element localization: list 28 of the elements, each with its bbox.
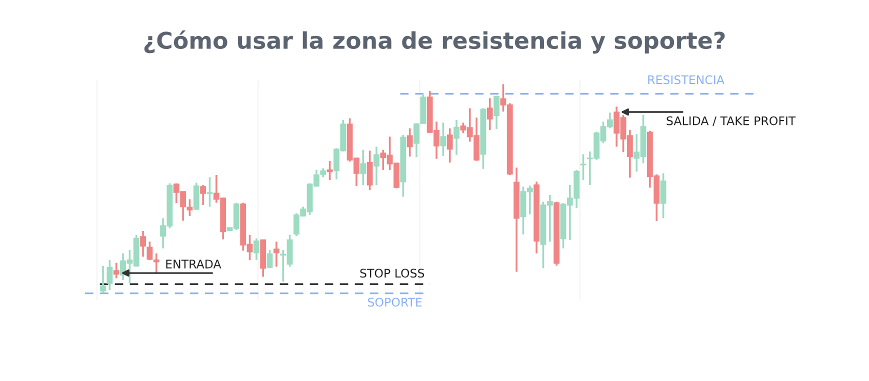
- candlestick: [454, 119, 460, 156]
- text: SALIDA / TAKE PROFIT: [666, 116, 796, 126]
- candlestick: [580, 153, 586, 181]
- candlestick: [106, 259, 113, 291]
- candlestick: [253, 237, 260, 261]
- candlestick: [140, 230, 146, 258]
- candlestick: [193, 182, 200, 211]
- chart-title: ¿Cómo usar la zona de resistencia y soporte?: [144, 30, 725, 54]
- candlestick: [360, 148, 366, 186]
- candlestick: [273, 240, 280, 268]
- candlestick: [406, 127, 413, 158]
- candlestick: [366, 150, 373, 191]
- candlestick: [494, 94, 500, 130]
- ref-line-label: STOP LOSS: [360, 268, 424, 278]
- ref-line-label: SOPORTE: [368, 298, 422, 307]
- candlestick: [446, 127, 453, 164]
- candlestick: [440, 122, 446, 157]
- candlestick: [100, 265, 106, 294]
- candlestick: [200, 184, 206, 206]
- annotation: ENTRADA: [166, 260, 222, 268]
- candlestick: [113, 262, 120, 280]
- candlestick: [660, 172, 666, 220]
- candlestick: [374, 146, 380, 186]
- candlestick: [206, 176, 213, 208]
- candlestick: [486, 97, 493, 131]
- ref-line-label: RESISTENCIA: [648, 75, 724, 84]
- candlestick: [266, 249, 273, 270]
- candlestick: [326, 160, 333, 181]
